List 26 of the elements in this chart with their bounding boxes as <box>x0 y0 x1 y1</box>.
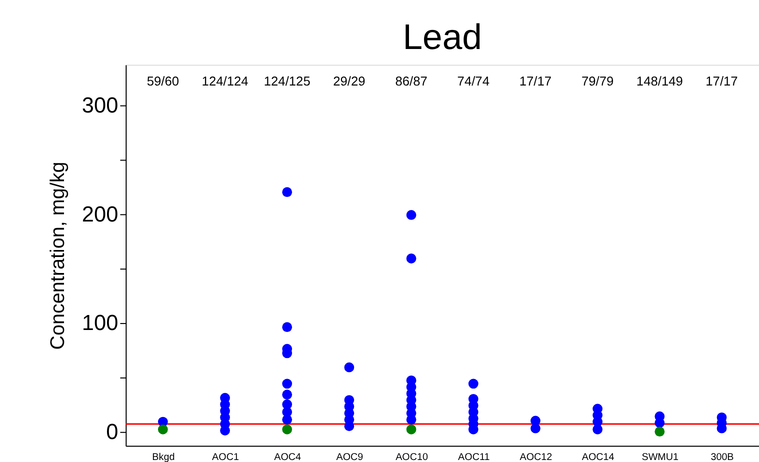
x-tick-label: Bkgd <box>152 452 175 462</box>
x-tick-label: AOC9 <box>336 452 364 462</box>
x-tick-label: 300B <box>710 452 734 462</box>
annotation: 17/17 <box>519 74 552 89</box>
annotation: 86/87 <box>395 74 428 89</box>
x-tick-label: AOC10 <box>396 452 428 462</box>
annotation: 29/29 <box>333 74 366 89</box>
annotation: 148/149 <box>636 74 683 89</box>
x-tick-label: AOC1 <box>212 452 240 462</box>
annotation: 17/17 <box>706 74 738 89</box>
annotation: 124/124 <box>202 74 248 89</box>
y-tick-label: 0 <box>106 419 118 444</box>
x-tick-label: SWMU1 <box>642 452 680 462</box>
y-axis-title: Concentration, mg/kg <box>47 162 70 350</box>
y-tick-label: 100 <box>82 310 118 336</box>
y-tick-label: 200 <box>82 201 118 226</box>
annotation: 124/125 <box>264 74 310 89</box>
annotation: 74/74 <box>457 74 490 89</box>
x-tick-label: AOC12 <box>520 452 552 462</box>
x-tick-label: AOC4 <box>274 452 302 462</box>
x-tick-label: AOC14 <box>582 452 615 462</box>
annotation: 59/60 <box>146 74 180 89</box>
x-tick-label: AOC11 <box>458 452 490 462</box>
chart-title: Lead <box>402 16 482 57</box>
y-tick-label: 300 <box>82 92 118 118</box>
annotation: 79/79 <box>581 74 614 89</box>
